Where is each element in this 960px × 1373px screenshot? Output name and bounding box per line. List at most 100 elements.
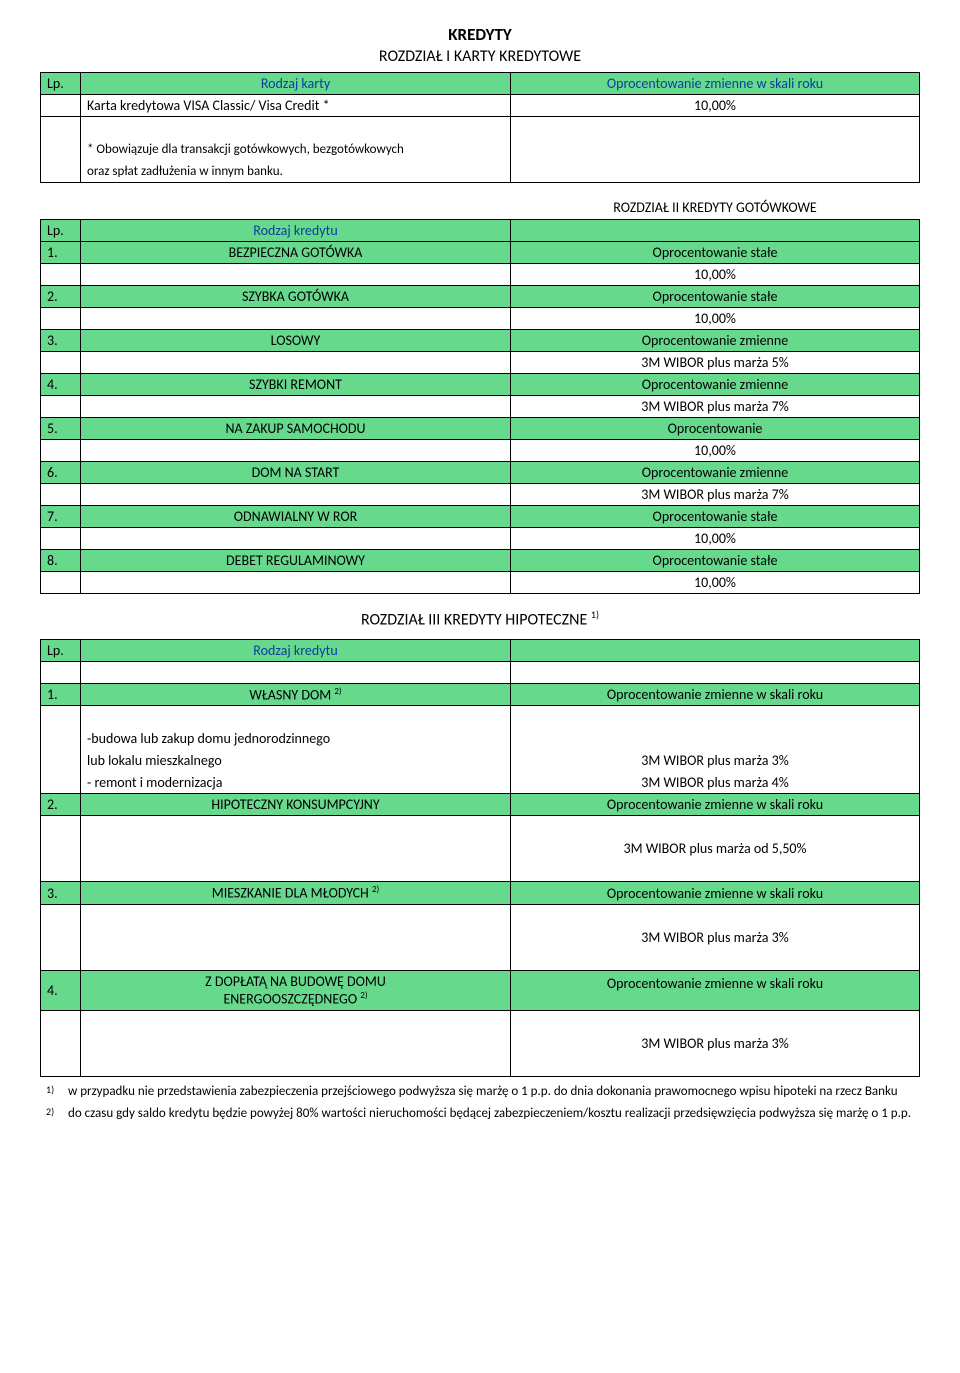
cell bbox=[81, 905, 511, 927]
cell: NA ZAKUP SAMOCHODU bbox=[81, 417, 511, 439]
cell bbox=[81, 838, 511, 860]
page-title-1: KREDYTY bbox=[40, 24, 920, 45]
cell bbox=[41, 750, 81, 772]
cell bbox=[41, 139, 81, 161]
text: ENERGOOSZCZĘDNEGO 2) bbox=[87, 990, 504, 1008]
cell bbox=[81, 439, 511, 461]
cell bbox=[81, 706, 511, 728]
cell: Oprocentowanie zmienne bbox=[511, 461, 920, 483]
cell: 3. bbox=[41, 882, 81, 905]
sup: 2) bbox=[372, 884, 379, 895]
cell: - remont i modernizacja bbox=[81, 772, 511, 794]
cell bbox=[41, 1010, 81, 1032]
section-3-sup: 1) bbox=[591, 608, 599, 621]
cell bbox=[41, 838, 81, 860]
cell bbox=[41, 927, 81, 949]
cell bbox=[41, 905, 81, 927]
cell: 10,00% bbox=[511, 95, 920, 117]
footnotes: 1) w przypadku nie przedstawienia zabezp… bbox=[40, 1081, 920, 1125]
cell bbox=[81, 307, 511, 329]
cell bbox=[41, 395, 81, 417]
cell: 1. bbox=[41, 241, 81, 263]
cell: SZYBKA GOTÓWKA bbox=[81, 285, 511, 307]
footnote-line: oraz spłat zadłużenia w innym banku. bbox=[81, 161, 511, 183]
sup: 2) bbox=[360, 990, 367, 1001]
cell: SZYBKI REMONT bbox=[81, 373, 511, 395]
cell: ODNAWIALNY W ROR bbox=[81, 505, 511, 527]
cell: 10,00% bbox=[511, 307, 920, 329]
cell bbox=[41, 351, 81, 373]
cell bbox=[41, 949, 81, 971]
cell bbox=[511, 1054, 920, 1076]
cell: 7. bbox=[41, 505, 81, 527]
cell bbox=[41, 1032, 81, 1054]
cell: 2. bbox=[41, 794, 81, 816]
cell bbox=[81, 351, 511, 373]
cell: -budowa lub zakup domu jednorodzinnego bbox=[81, 728, 511, 750]
cell: 4. bbox=[41, 971, 81, 1011]
cell bbox=[41, 439, 81, 461]
cell bbox=[41, 527, 81, 549]
cell bbox=[511, 860, 920, 882]
cell: Oprocentowanie zmienne w skali roku bbox=[511, 971, 920, 1011]
cell: DEBET REGULAMINOWY bbox=[81, 549, 511, 571]
cell: 5. bbox=[41, 417, 81, 439]
cell: Oprocentowanie stałe bbox=[511, 549, 920, 571]
col-name: Rodzaj kredytu bbox=[81, 639, 511, 661]
cell: Oprocentowanie zmienne bbox=[511, 373, 920, 395]
text: ENERGOOSZCZĘDNEGO bbox=[223, 991, 360, 1008]
col-lp: Lp. bbox=[41, 219, 81, 241]
cell: 3M WIBOR plus marża 7% bbox=[511, 483, 920, 505]
cell: 4. bbox=[41, 373, 81, 395]
cell: 3M WIBOR plus marża 5% bbox=[511, 351, 920, 373]
cell bbox=[41, 571, 81, 593]
section-3-text: ROZDZIAŁ III KREDYTY HIPOTECZNE bbox=[361, 610, 591, 629]
section-3-title: ROZDZIAŁ III KREDYTY HIPOTECZNE 1) bbox=[40, 608, 920, 629]
cell bbox=[511, 816, 920, 838]
table-karty: Lp. Rodzaj karty Oprocentowanie zmienne … bbox=[40, 72, 920, 183]
sup: 2) bbox=[334, 686, 341, 697]
cell: BEZPIECZNA GOTÓWKA bbox=[81, 241, 511, 263]
cell: Oprocentowanie stałe bbox=[511, 505, 920, 527]
cell: LOSOWY bbox=[81, 329, 511, 351]
cell bbox=[81, 860, 511, 882]
cell: Oprocentowanie stałe bbox=[511, 241, 920, 263]
table-gotowkowe: ROZDZIAŁ II KREDYTY GOTÓWKOWE Lp. Rodzaj… bbox=[40, 197, 920, 594]
cell: Oprocentowanie bbox=[511, 417, 920, 439]
cell bbox=[511, 728, 920, 750]
section-title: ROZDZIAŁ II KREDYTY GOTÓWKOWE bbox=[511, 197, 920, 219]
table-hipoteczne: Lp. Rodzaj kredytu 1. WŁASNY DOM 2) Opro… bbox=[40, 639, 920, 1077]
cell bbox=[81, 1010, 511, 1032]
cell: 1. bbox=[41, 683, 81, 706]
cell: Karta kredytowa VISA Classic/ Visa Credi… bbox=[81, 95, 511, 117]
footnote-line: * Obowiązuje dla transakcji gotówkowych,… bbox=[81, 139, 511, 161]
cell bbox=[81, 527, 511, 549]
cell bbox=[511, 706, 920, 728]
cell bbox=[81, 263, 511, 285]
cell: 8. bbox=[41, 549, 81, 571]
footnote-text: w przypadku nie przedstawienia zabezpiec… bbox=[62, 1081, 920, 1103]
footnote-num: 1) bbox=[40, 1081, 62, 1103]
cell bbox=[41, 728, 81, 750]
cell: 3. bbox=[41, 329, 81, 351]
cell bbox=[41, 161, 81, 183]
cell: 10,00% bbox=[511, 527, 920, 549]
cell: HIPOTECZNY KONSUMPCYJNY bbox=[81, 794, 511, 816]
cell bbox=[41, 706, 81, 728]
cell: 3M WIBOR plus marża od 5,50% bbox=[511, 838, 920, 860]
cell bbox=[81, 661, 511, 683]
cell bbox=[81, 949, 511, 971]
cell bbox=[511, 117, 920, 139]
cell: 6. bbox=[41, 461, 81, 483]
cell bbox=[81, 1032, 511, 1054]
cell bbox=[41, 307, 81, 329]
cell: 10,00% bbox=[511, 263, 920, 285]
cell bbox=[511, 949, 920, 971]
cell bbox=[41, 860, 81, 882]
page-title-2: ROZDZIAŁ I KARTY KREDYTOWE bbox=[40, 47, 920, 66]
cell bbox=[41, 95, 81, 117]
cell: 3M WIBOR plus marża 3% bbox=[511, 750, 920, 772]
cell: Z DOPŁATĄ NA BUDOWĘ DOMU ENERGOOSZCZĘDNE… bbox=[81, 971, 511, 1011]
cell bbox=[41, 1054, 81, 1076]
col-val bbox=[511, 639, 920, 661]
